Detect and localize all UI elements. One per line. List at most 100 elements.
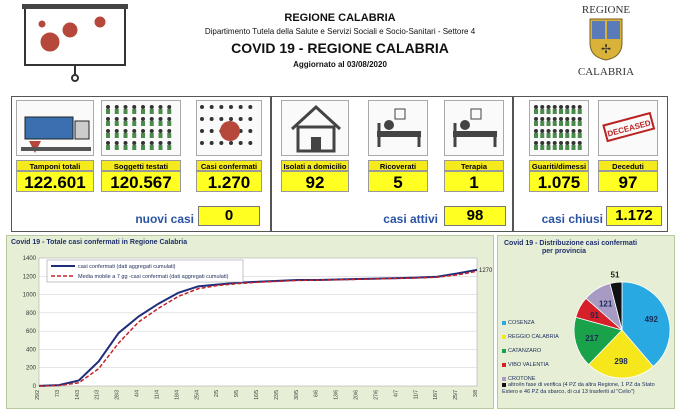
pie-slice-5 [609, 281, 623, 331]
stat-card-7: Guariti/dimessi 1.075 [529, 100, 589, 192]
region-title: REGIONE CALABRIA [284, 12, 396, 24]
icu-bed-icon [444, 100, 504, 156]
virus-banner-icon [22, 4, 128, 82]
pie-value-label: 51 [611, 270, 620, 279]
x-tick-label: 25/7 [453, 390, 459, 400]
x-tick-label: 16/5 [254, 390, 260, 400]
stat-card-value: 1 [444, 171, 504, 192]
x-tick-label: 27/6 [373, 390, 379, 400]
x-tick-label: 21/3 [95, 390, 101, 400]
stat-card-label: Ricoverati [368, 160, 428, 171]
stat-card-2: Soggetti testati 120.567 [101, 100, 181, 192]
pie-legend-label: CROTONE [508, 376, 536, 382]
calabria-crest-icon: ✢ [589, 18, 623, 61]
stat-card-6: Terapia intensiva 1 [444, 100, 504, 192]
active-cases-label: casi attivi [383, 212, 438, 226]
y-tick-label: 400 [26, 347, 37, 353]
legend-label-actual: casi confermati (dati aggregati cumulati… [78, 264, 176, 270]
pie-legend-label: VIBO VALENTIA [508, 362, 549, 368]
stat-card-8: DECEASED Deceduti 97 [598, 100, 658, 192]
y-tick-label: 200 [26, 366, 37, 372]
virus-person-icon [196, 100, 262, 156]
stat-card-value: 5 [368, 171, 428, 192]
stat-card-3: Casi confermati 1.270 [196, 100, 262, 192]
pie-slice-2 [573, 316, 623, 366]
y-tick-label: 600 [26, 329, 37, 335]
pie-legend-item: CATANZARO [502, 348, 541, 354]
stat-card-value: 120.567 [101, 171, 181, 192]
x-tick-label: 4/4 [135, 390, 141, 397]
pie-chart-title-line1: Covid 19 - Distribuzione casi confermati [504, 240, 638, 247]
y-tick-label: 1400 [23, 256, 37, 262]
line-chart: 0 200 400 600 800 1000 1200 1400 29/2 7/3 14/3 21/3… [23, 256, 493, 400]
stat-card-label: Terapia intensiva [444, 160, 504, 182]
pie-legend-item: COSENZA [502, 320, 535, 326]
legend-label-moving-avg: Media mobile a 7 gg -casi confermati (da… [78, 274, 229, 280]
stat-card-4: Isolati a domicilio 92 [281, 100, 349, 192]
y-tick-label: 0 [33, 384, 37, 390]
logo-text-bottom: CALABRIA [577, 66, 635, 78]
update-date: Aggiornato al 03/08/2020 [293, 60, 387, 69]
logo-text-top: REGIONE [581, 4, 631, 16]
x-tick-label: 9/5 [234, 390, 240, 397]
pie-value-label: 121 [599, 299, 613, 308]
x-tick-label: 23/5 [274, 390, 280, 400]
pie-value-label: 91 [590, 311, 599, 320]
y-tick-label: 1000 [23, 293, 37, 299]
legend-swatch [502, 348, 506, 353]
stat-card-5: Ricoverati 5 [368, 100, 428, 192]
line-chart-title: Covid 19 - Totale casi confermati in Reg… [11, 239, 188, 246]
x-tick-label: 4/7 [393, 390, 399, 397]
stat-card-label: Guariti/dimessi [529, 160, 589, 171]
pie-legend-label: COSENZA [508, 320, 535, 326]
pie-legend-item: REGGIO CALABRIA [502, 334, 559, 340]
closed-cases-label: casi chiusi [541, 212, 603, 226]
end-value-label: 1270 [479, 268, 493, 274]
x-tick-label: 18/4 [174, 390, 180, 400]
stat-card-value: 92 [281, 171, 349, 192]
legend-swatch [502, 320, 506, 325]
x-tick-label: 29/2 [35, 390, 41, 400]
x-tick-label: 7/3 [55, 390, 61, 397]
x-tick-label: 14/3 [75, 390, 81, 400]
new-cases-label: nuovi casi [135, 212, 194, 226]
y-tick-label: 1200 [23, 274, 37, 280]
svg-text:✢: ✢ [601, 42, 611, 56]
x-tick-label: 25/4 [194, 390, 200, 400]
pie-value-label: 492 [645, 315, 659, 324]
stat-card-value: 97 [598, 171, 658, 192]
x-tick-label: 2/5 [214, 390, 220, 397]
x-tick-label: 3/8 [473, 390, 479, 397]
x-tick-label: 11/7 [413, 390, 419, 400]
pie-slice-1 [588, 329, 654, 379]
series-line-moving-avg [38, 270, 478, 387]
department-name: Dipartimento Tutela della Salute e Servi… [204, 27, 476, 36]
x-tick-label: 18/7 [433, 390, 439, 400]
deceased-stamp-icon: DECEASED [598, 100, 658, 156]
y-tick-label: 800 [26, 311, 37, 317]
pie-slice-0 [621, 281, 671, 368]
hospital-bed-icon [368, 100, 428, 156]
legend-swatch [502, 376, 506, 381]
pie-legend-item: CROTONE [502, 376, 535, 382]
pie-footnote: altro/in fase di verifica (4 PZ da altra… [502, 382, 672, 396]
lab-microscope-icon [16, 100, 94, 156]
legend-swatch [502, 334, 506, 339]
pie-legend-item: VIBO VALENTIA [502, 362, 549, 368]
recovered-people-icon [529, 100, 589, 156]
header: REGIONE CALABRIA Dipartimento Tutela del… [0, 0, 680, 92]
legend-swatch [502, 362, 506, 367]
x-tick-label: 30/5 [294, 390, 300, 400]
legend-box [46, 259, 244, 283]
legend-swatch-other [502, 382, 506, 387]
pie-value-label: 217 [585, 334, 599, 343]
pie-legend-label: REGGIO CALABRIA [508, 334, 559, 340]
line-chart-panel: Covid 19 - Totale casi confermati in Reg… [6, 235, 494, 409]
stat-card-value: 1.270 [196, 171, 262, 192]
people-grid-icon [101, 100, 181, 156]
stat-card-1: Tamponi totali 122.601 [16, 100, 94, 192]
house-icon [281, 100, 349, 156]
stat-card-label: Tamponi totali [16, 160, 94, 171]
stat-card-label: Isolati a domicilio [281, 160, 349, 171]
